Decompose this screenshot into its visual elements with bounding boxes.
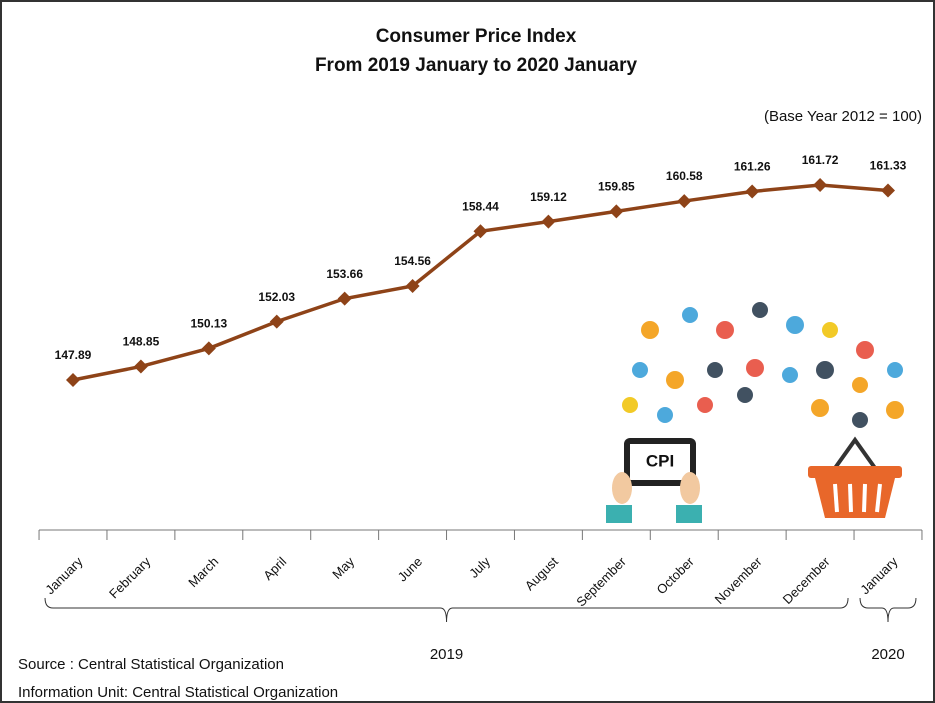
data-label: 153.66: [326, 267, 363, 281]
source: Source : Central Statistical Organizatio…: [18, 656, 284, 673]
chart-title: Consumer Price Index: [376, 26, 577, 47]
chart: Consumer Price Index From 2019 January t…: [0, 0, 935, 703]
data-label: 161.33: [870, 159, 907, 173]
data-label: 154.56: [394, 254, 431, 268]
data-label: 152.03: [258, 290, 295, 304]
data-label: 158.44: [462, 199, 499, 213]
tablet-text: CPI: [646, 451, 674, 470]
data-label: 150.13: [190, 317, 227, 331]
data-label: 161.72: [802, 153, 839, 167]
year-label: 2019: [430, 646, 463, 663]
data-label: 160.58: [666, 169, 703, 183]
data-label: 148.85: [123, 335, 160, 349]
chart-subtitle: From 2019 January to 2020 January: [315, 55, 638, 76]
data-label: 159.12: [530, 190, 567, 204]
data-label: 161.26: [734, 160, 771, 174]
info: Information Unit: Central Statistical Or…: [18, 684, 338, 701]
base-year-note: (Base Year 2012 = 100): [764, 108, 922, 125]
data-label: 159.85: [598, 180, 635, 194]
data-label: 147.89: [55, 348, 92, 362]
year-label: 2020: [871, 646, 904, 663]
